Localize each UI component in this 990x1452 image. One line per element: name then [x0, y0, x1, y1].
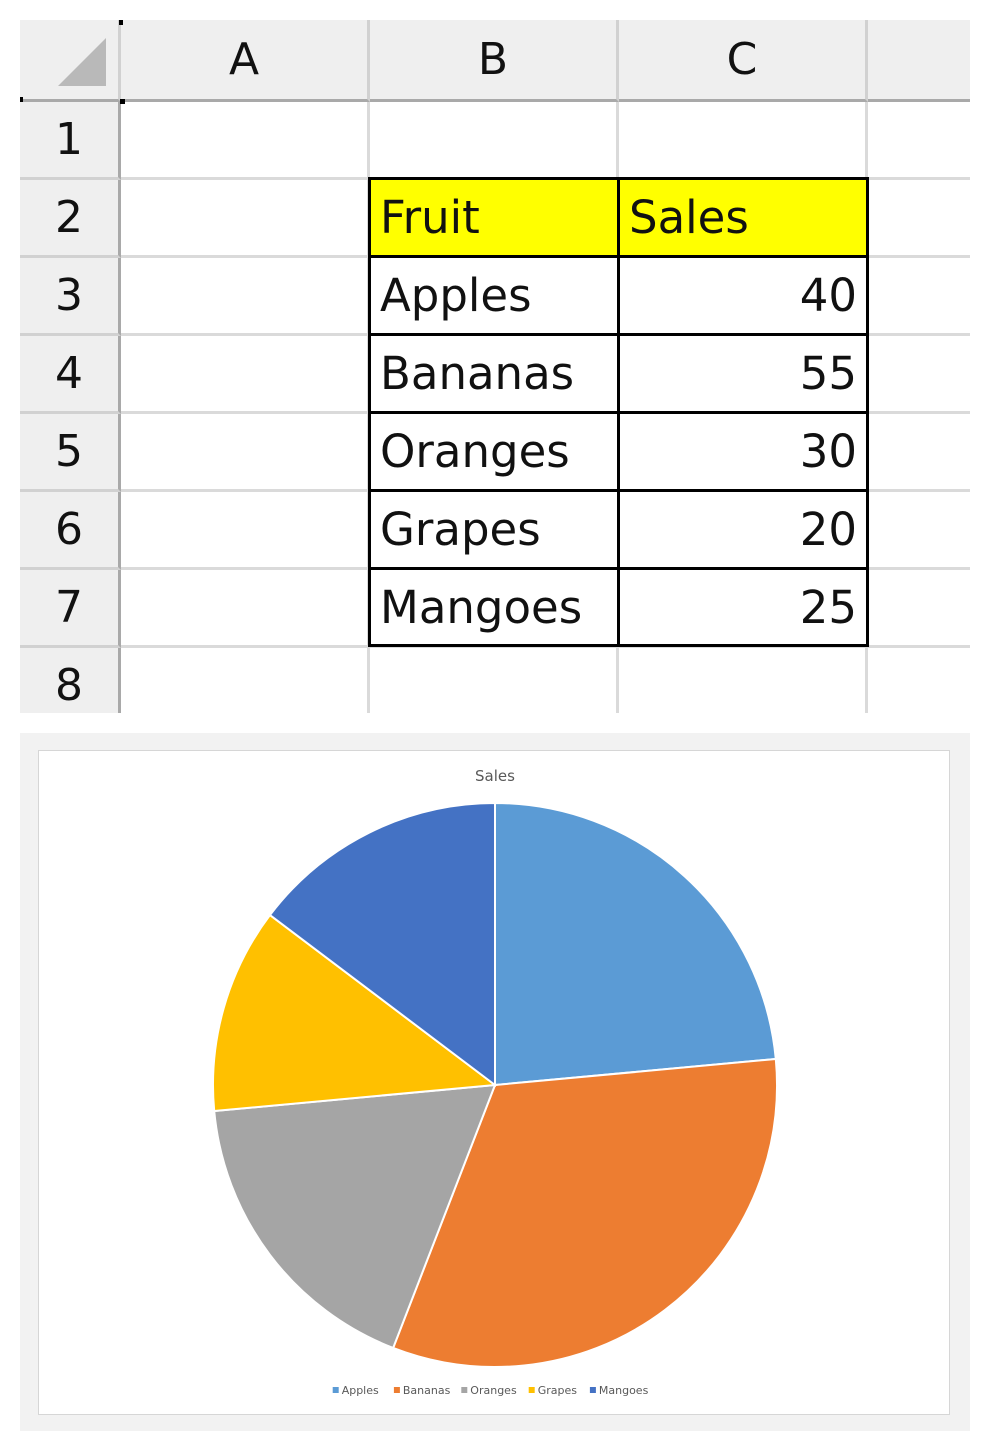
column-header-a[interactable]: A — [121, 20, 370, 102]
legend-label-apples[interactable]: Apples — [342, 1384, 379, 1397]
chart-area[interactable]: Sales Apples Bananas Oranges Grapes Mangoes — [38, 750, 950, 1415]
grid-cell[interactable] — [370, 102, 619, 180]
row-header-2[interactable]: 2 — [20, 180, 121, 258]
legend-swatch-bananas — [393, 1387, 400, 1393]
legend-swatch-grapes — [528, 1387, 535, 1393]
grid-cell[interactable] — [868, 180, 970, 258]
table-cell-sales[interactable]: 25 — [799, 580, 857, 634]
grid-cell[interactable] — [868, 570, 970, 648]
legend-swatch-oranges — [461, 1387, 468, 1393]
table-cell-fruit[interactable]: Grapes — [371, 492, 620, 570]
table-cell-sales[interactable]: 30 — [620, 414, 866, 492]
table-cell-sales[interactable]: 40 — [620, 258, 866, 336]
grid-cell[interactable] — [121, 336, 370, 414]
grid-cell[interactable] — [619, 648, 868, 713]
pie-slices — [212, 801, 778, 1368]
grid-cell[interactable] — [868, 492, 970, 570]
fill-handle-mark — [20, 97, 23, 102]
column-header-b[interactable]: B — [370, 20, 619, 102]
legend-swatch-mangoes — [589, 1387, 596, 1393]
legend-label-oranges[interactable]: Oranges — [470, 1384, 517, 1397]
table-cell-sales[interactable]: 20 — [620, 492, 866, 570]
legend-label-bananas[interactable]: Bananas — [403, 1384, 451, 1397]
pie-slice-oranges[interactable] — [213, 1083, 497, 1350]
grid-cell[interactable] — [619, 102, 868, 180]
chart-legend[interactable]: Apples Bananas Oranges Grapes Mangoes — [332, 1384, 649, 1397]
grid-cell[interactable] — [121, 258, 370, 336]
legend-label-grapes[interactable]: Grapes — [538, 1384, 578, 1397]
pie-slice-mangoes[interactable] — [268, 801, 496, 1088]
pie-slice-apples[interactable] — [494, 801, 777, 1087]
legend-label-mangoes[interactable]: Mangoes — [599, 1384, 649, 1397]
spreadsheet-grid: A B C 1 2 3 4 5 6 7 8 Fruit Sales Apples… — [20, 20, 970, 713]
table-cell-fruit[interactable]: Oranges — [371, 414, 620, 492]
table-cell-fruit[interactable]: Bananas — [371, 336, 620, 414]
table-cell-fruit[interactable]: Mangoes — [371, 570, 620, 644]
fill-handle-mark — [119, 20, 123, 25]
legend-swatch-apples — [332, 1387, 339, 1393]
select-all-corner[interactable] — [20, 20, 121, 102]
fruit-sales-table: Fruit Sales Apples 40 Bananas 55 Oranges… — [368, 177, 869, 647]
grid-cell[interactable] — [868, 336, 970, 414]
column-header-d-partial[interactable] — [868, 20, 970, 102]
select-all-triangle-icon — [58, 38, 106, 86]
row-header-1[interactable]: 1 — [20, 102, 121, 180]
grid-cell[interactable] — [121, 648, 370, 713]
column-header-c[interactable]: C — [619, 20, 868, 102]
row-header-7[interactable]: 7 — [20, 570, 121, 648]
pie-slice-bananas[interactable] — [391, 1057, 778, 1368]
row-header-5[interactable]: 5 — [20, 414, 121, 492]
grid-cell[interactable] — [121, 570, 370, 648]
grid-cell[interactable] — [868, 648, 970, 713]
chart-title[interactable]: Sales — [475, 767, 515, 785]
grid-cell[interactable] — [121, 180, 370, 258]
pie-chart[interactable]: Sales Apples Bananas Oranges Grapes Mangoes — [39, 751, 951, 1416]
grid-cell[interactable] — [868, 102, 970, 180]
table-cell-sales[interactable]: 55 — [620, 336, 866, 414]
table-header-sales[interactable]: Sales — [620, 180, 866, 258]
grid-cell[interactable] — [868, 414, 970, 492]
fill-handle-mark — [120, 99, 125, 104]
table-cell-fruit[interactable]: Apples — [371, 258, 620, 336]
pie-slice-grapes[interactable] — [212, 913, 498, 1113]
table-header-fruit[interactable]: Fruit — [371, 180, 620, 258]
row-header-6[interactable]: 6 — [20, 492, 121, 570]
chart-frame[interactable]: Sales Apples Bananas Oranges Grapes Mangoes — [20, 733, 970, 1431]
grid-cell[interactable] — [121, 492, 370, 570]
row-header-8[interactable]: 8 — [20, 648, 121, 713]
row-header-4[interactable]: 4 — [20, 336, 121, 414]
grid-cell[interactable] — [868, 258, 970, 336]
grid-cell[interactable] — [370, 648, 619, 713]
row-header-3[interactable]: 3 — [20, 258, 121, 336]
grid-cell[interactable] — [121, 414, 370, 492]
grid-cell[interactable] — [121, 102, 370, 180]
